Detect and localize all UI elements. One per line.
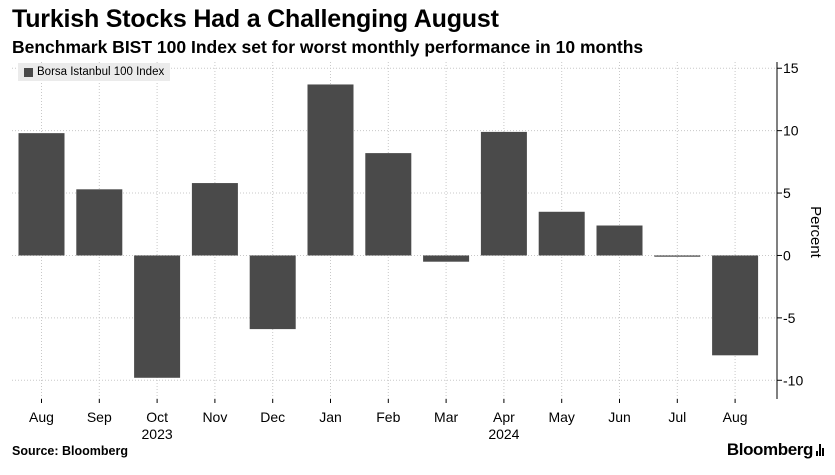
x-year-label: 2023 [142, 426, 173, 442]
y-tick-label: -5 [783, 310, 796, 326]
bar [423, 255, 470, 262]
bar [538, 211, 585, 256]
bar [596, 225, 643, 256]
bar [191, 183, 238, 256]
x-tick-label: May [548, 409, 574, 425]
x-tick-label: Dec [260, 409, 285, 425]
bloomberg-logo: Bloomberg [727, 440, 825, 460]
y-tick-label: 10 [783, 123, 799, 139]
x-tick-label: Jul [668, 409, 686, 425]
bar [18, 133, 65, 256]
x-tick-label: Aug [29, 409, 54, 425]
y-axis-label: Percent [807, 206, 824, 259]
y-tick-label: 5 [783, 185, 791, 201]
chart-title: Turkish Stocks Had a Challenging August [12, 5, 499, 33]
bar [307, 84, 354, 256]
x-tick-label: Oct [146, 409, 168, 425]
x-tick-label: Nov [202, 409, 227, 425]
chart-legend: Borsa Istanbul 100 Index [18, 63, 171, 81]
bar [76, 189, 123, 256]
x-tick-label: Feb [376, 409, 400, 425]
brand-name: Bloomberg [726, 440, 814, 459]
source-note: Source: Bloomberg [12, 444, 128, 458]
legend-swatch [24, 67, 33, 77]
bar [365, 153, 412, 256]
x-tick-label: Apr [493, 409, 515, 425]
x-tick-label: Jun [608, 409, 631, 425]
x-tick-label: Mar [434, 409, 458, 425]
bar [249, 255, 296, 330]
y-tick-label: 15 [783, 60, 799, 76]
legend-label: Borsa Istanbul 100 Index [37, 66, 165, 78]
bar [480, 131, 527, 256]
x-tick-label: Jan [319, 409, 342, 425]
x-tick-label: Aug [723, 409, 748, 425]
bars-logo-icon [816, 444, 825, 456]
bar [134, 255, 181, 378]
y-tick-label: -10 [783, 372, 803, 388]
y-tick-label: 0 [783, 247, 791, 263]
x-tick-label: Sep [87, 409, 112, 425]
chart-subtitle: Benchmark BIST 100 Index set for worst m… [12, 37, 644, 57]
bar [712, 255, 759, 356]
bar [654, 255, 701, 257]
x-year-label: 2024 [488, 426, 519, 442]
